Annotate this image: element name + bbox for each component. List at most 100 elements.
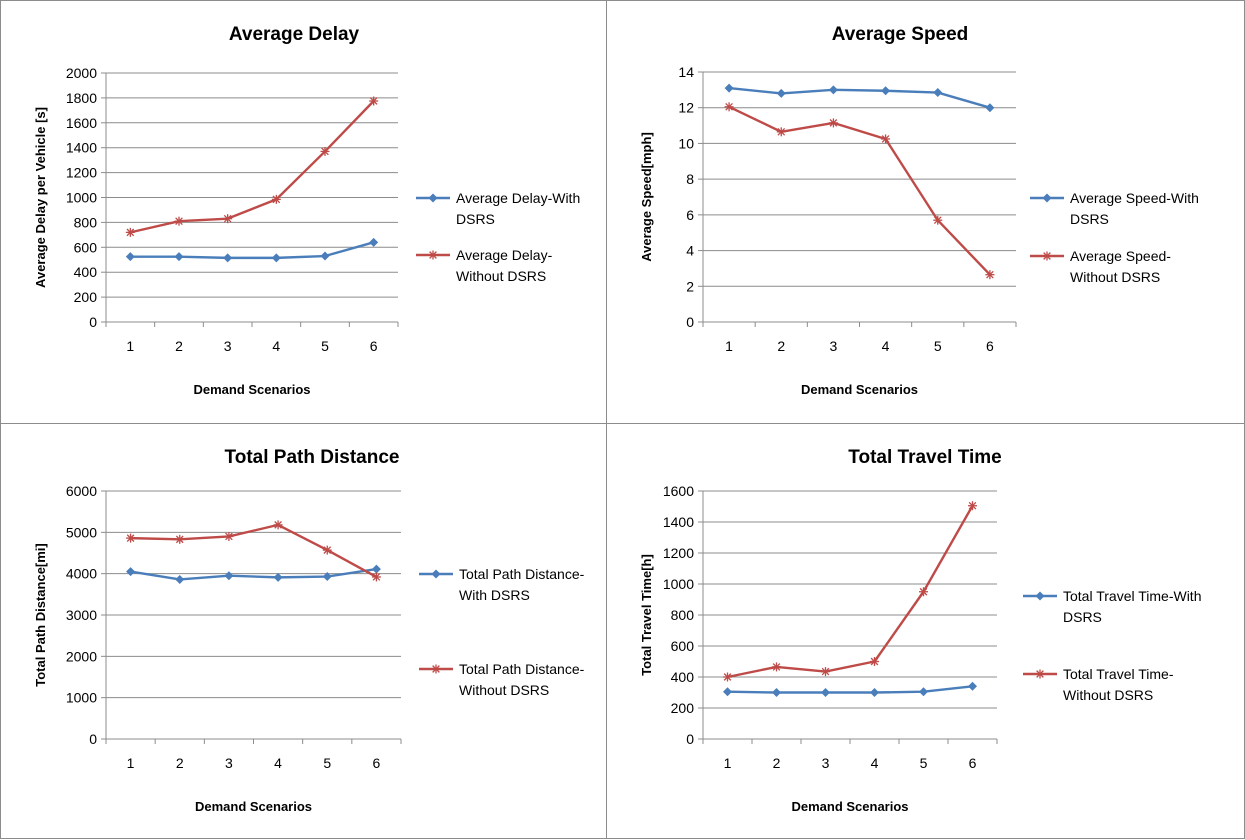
x-tick-label: 1 (126, 338, 134, 354)
x-axis-label: Demand Scenarios (801, 382, 918, 397)
y-tick-label: 200 (74, 289, 98, 305)
y-tick-label: 1000 (66, 690, 97, 706)
data-point (870, 657, 879, 666)
data-point (125, 227, 135, 237)
data-point (881, 134, 891, 144)
data-point (175, 534, 185, 544)
data-point (273, 572, 283, 582)
y-axis-label: Total Travel Time[h] (639, 554, 654, 676)
data-point (933, 215, 943, 225)
star-stroke (323, 546, 332, 554)
x-tick-label: 1 (724, 755, 732, 771)
data-point (772, 688, 781, 697)
data-point (371, 572, 381, 582)
series-line (727, 685, 973, 694)
y-tick-label: 4000 (66, 566, 97, 582)
legend-marker (431, 664, 441, 674)
y-tick-label: 1000 (663, 576, 694, 592)
data-point (870, 688, 879, 697)
y-tick-label: 12 (678, 100, 694, 116)
data-point (821, 667, 830, 677)
x-tick-label: 4 (882, 338, 890, 354)
y-tick-label: 5000 (66, 524, 97, 540)
data-point (723, 687, 732, 697)
x-tick-label: 4 (274, 755, 282, 771)
y-tick-label: 1600 (66, 115, 97, 131)
series-line (728, 86, 991, 109)
x-tick-label: 2 (773, 755, 781, 771)
data-point (985, 103, 995, 113)
chart-panel: Total Path Distance 0 1000 2000 3000 4000 5000… (0, 423, 607, 839)
star-stroke (772, 663, 781, 671)
x-tick-label: 1 (725, 338, 733, 354)
star-stroke (986, 270, 994, 279)
data-point (322, 545, 332, 555)
star-stroke (126, 228, 135, 237)
x-tick-label: 2 (175, 338, 183, 354)
x-axis-label: Demand Scenarios (791, 799, 908, 814)
data-point (126, 567, 136, 577)
legend-label: Without DSRS (1070, 269, 1160, 285)
data-point (271, 194, 281, 204)
chart-svg: Total Path Distance 0 1000 2000 3000 4000 5000… (33, 447, 585, 814)
legend-label: Average Delay-With (456, 190, 580, 206)
star-stroke (1043, 252, 1051, 260)
data-point (828, 118, 838, 128)
series-line (130, 241, 374, 260)
chart-title: Average Speed (832, 24, 969, 45)
legend-label: Without DSRS (456, 268, 546, 284)
data-point (933, 88, 943, 98)
legend-marker (1042, 193, 1052, 203)
legend-label: Total Path Distance- (459, 661, 585, 677)
data-point (919, 587, 928, 597)
y-tick-label: 600 (74, 239, 98, 255)
star-stroke (432, 665, 440, 673)
data-point (126, 533, 136, 543)
legend-marker (428, 193, 438, 203)
legend-label: Without DSRS (1063, 687, 1153, 703)
x-tick-label: 5 (934, 338, 942, 354)
y-tick-label: 0 (686, 314, 694, 330)
x-tick-label: 3 (830, 338, 838, 354)
legend-label: With DSRS (459, 587, 530, 603)
x-tick-label: 6 (969, 755, 977, 771)
data-point (985, 270, 995, 280)
y-tick-label: 10 (678, 135, 694, 151)
data-point (776, 127, 786, 137)
legend-label: Average Speed-With (1070, 190, 1199, 206)
data-point (968, 681, 977, 691)
star-stroke (369, 97, 378, 105)
data-point (723, 672, 732, 682)
star-stroke (723, 673, 732, 681)
x-tick-label: 2 (777, 338, 785, 354)
legend-label: Average Speed- (1070, 248, 1171, 264)
data-point (224, 531, 234, 541)
legend-marker (1035, 669, 1045, 679)
star-stroke (223, 214, 232, 223)
data-point (724, 102, 734, 112)
data-point (175, 574, 185, 584)
y-tick-label: 600 (671, 638, 695, 654)
star-stroke (725, 102, 733, 111)
star-stroke (968, 501, 977, 510)
chart-panel: Average Speed 0 2 4 6 8 10 12 14 1 2 3 4 5 6 Demand Sce… (606, 0, 1245, 424)
x-tick-label: 5 (920, 755, 928, 771)
data-point (125, 252, 135, 262)
legend-label: DSRS (1070, 211, 1109, 227)
y-tick-label: 0 (686, 731, 694, 747)
y-tick-label: 6 (686, 207, 694, 223)
y-tick-label: 1200 (663, 545, 694, 561)
star-stroke (274, 521, 282, 529)
chart-title: Total Travel Time (848, 447, 1001, 468)
data-point (174, 216, 184, 226)
legend-marker (431, 569, 441, 579)
y-tick-label: 2000 (66, 65, 97, 81)
data-point (320, 251, 330, 261)
data-point (174, 252, 184, 262)
star-stroke (919, 587, 928, 596)
data-point (322, 572, 332, 582)
x-tick-label: 6 (370, 338, 378, 354)
star-stroke (126, 534, 135, 542)
data-point (881, 86, 891, 96)
data-point (371, 564, 381, 574)
